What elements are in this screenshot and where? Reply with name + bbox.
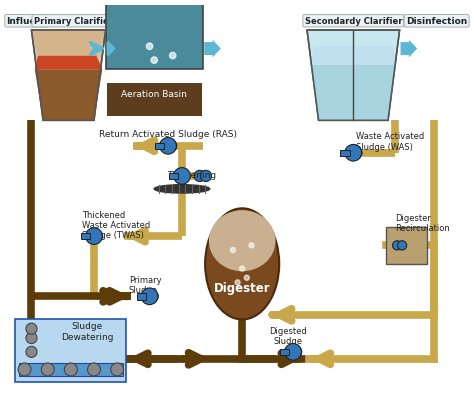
Circle shape: [160, 138, 176, 155]
Circle shape: [141, 291, 152, 302]
Text: Return Activated Sludge (RAS): Return Activated Sludge (RAS): [99, 130, 237, 138]
Text: Digester
Recirculation: Digester Recirculation: [395, 213, 450, 233]
Circle shape: [88, 363, 100, 376]
FancyBboxPatch shape: [106, 0, 203, 70]
Circle shape: [86, 228, 102, 245]
Text: Primary
Sludge: Primary Sludge: [129, 275, 161, 295]
FancyArrow shape: [107, 40, 116, 58]
Text: Influent: Influent: [7, 17, 47, 26]
Circle shape: [398, 241, 407, 250]
Circle shape: [230, 248, 236, 253]
Circle shape: [291, 347, 302, 358]
Circle shape: [26, 347, 37, 358]
FancyBboxPatch shape: [155, 143, 164, 150]
Circle shape: [137, 71, 144, 78]
FancyBboxPatch shape: [19, 363, 123, 376]
Polygon shape: [310, 47, 396, 66]
Circle shape: [194, 171, 205, 182]
Text: Aeration Basin: Aeration Basin: [121, 90, 187, 99]
Ellipse shape: [205, 209, 279, 320]
FancyBboxPatch shape: [107, 0, 201, 69]
Circle shape: [64, 363, 77, 376]
Polygon shape: [35, 56, 102, 70]
Polygon shape: [310, 66, 396, 121]
Circle shape: [249, 243, 254, 248]
Circle shape: [165, 71, 171, 78]
Circle shape: [151, 58, 157, 64]
FancyBboxPatch shape: [169, 173, 178, 180]
Circle shape: [147, 291, 158, 302]
Text: Disinfection: Disinfection: [406, 17, 467, 26]
Ellipse shape: [209, 211, 275, 272]
Circle shape: [26, 332, 37, 344]
Circle shape: [392, 241, 401, 250]
Polygon shape: [107, 84, 202, 116]
Circle shape: [285, 344, 301, 360]
Circle shape: [159, 141, 171, 152]
Circle shape: [244, 275, 249, 281]
Text: Primary Clarifier: Primary Clarifier: [34, 17, 113, 26]
Circle shape: [170, 53, 176, 59]
Circle shape: [351, 148, 362, 159]
Circle shape: [235, 280, 240, 285]
Polygon shape: [31, 31, 106, 56]
Polygon shape: [35, 70, 102, 121]
Circle shape: [85, 231, 97, 242]
Polygon shape: [307, 31, 400, 121]
FancyArrow shape: [401, 40, 417, 58]
Circle shape: [41, 363, 54, 376]
FancyBboxPatch shape: [15, 320, 127, 382]
Text: Secondardy Clarifier: Secondardy Clarifier: [305, 17, 402, 26]
Circle shape: [146, 44, 153, 50]
Circle shape: [26, 323, 37, 335]
Circle shape: [345, 148, 356, 159]
Circle shape: [201, 171, 211, 182]
Polygon shape: [31, 31, 106, 121]
FancyBboxPatch shape: [280, 349, 290, 355]
Circle shape: [91, 231, 103, 242]
Text: Thickening: Thickening: [167, 170, 216, 179]
FancyArrow shape: [204, 40, 221, 58]
Text: Digested
Sludge: Digested Sludge: [270, 326, 307, 346]
Ellipse shape: [154, 185, 210, 194]
Circle shape: [240, 266, 245, 271]
Circle shape: [141, 288, 158, 305]
Circle shape: [345, 145, 362, 162]
Text: Waste Activated
Sludge (WAS): Waste Activated Sludge (WAS): [356, 132, 424, 152]
Text: Digester: Digester: [214, 281, 271, 294]
Circle shape: [18, 363, 31, 376]
Circle shape: [284, 347, 296, 358]
Text: Sludge
Dewatering: Sludge Dewatering: [61, 322, 113, 341]
Text: Thickened
Waste Activated
Sludge (TWAS): Thickened Waste Activated Sludge (TWAS): [82, 210, 151, 240]
FancyBboxPatch shape: [386, 227, 428, 264]
Circle shape: [165, 141, 177, 152]
FancyBboxPatch shape: [137, 293, 146, 300]
FancyBboxPatch shape: [81, 233, 90, 240]
FancyBboxPatch shape: [340, 150, 350, 157]
Circle shape: [110, 363, 124, 376]
Circle shape: [173, 168, 191, 185]
